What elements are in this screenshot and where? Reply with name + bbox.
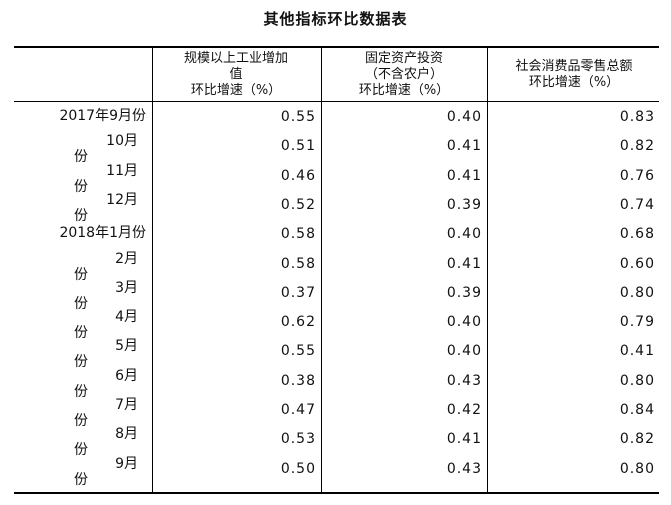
value-cell: 0.68 xyxy=(619,226,655,243)
row-label-month: 9月 xyxy=(115,455,138,472)
column-divider xyxy=(152,46,153,493)
row-label-month: 7月 xyxy=(115,397,138,413)
row-label: 2018年1月份 xyxy=(14,218,150,247)
header-retail-sales: 社会消费品零售总额 环比增速（%） xyxy=(491,50,657,100)
row-label-suffix: 份 xyxy=(74,149,88,166)
value-cell: 0.79 xyxy=(619,314,655,331)
row-label: 5月份 xyxy=(14,335,150,370)
row-label: 2月份 xyxy=(14,248,150,283)
value-cell: 0.41 xyxy=(446,255,482,272)
value-cell: 0.41 xyxy=(446,431,482,448)
value-cell: 0.50 xyxy=(280,460,316,477)
value-cell: 0.80 xyxy=(619,460,655,477)
value-cell: 0.83 xyxy=(619,109,655,125)
row-label: 10月份 xyxy=(14,130,150,165)
header-line: 规模以上工业增加 xyxy=(183,51,288,66)
value-cell: 0.43 xyxy=(446,372,482,389)
row-label-suffix: 份 xyxy=(74,266,88,283)
row-label-month: 8月 xyxy=(115,426,138,443)
header-industrial-value-added: 规模以上工业增加 值 环比增速（%） xyxy=(156,50,316,100)
row-label-month: 3月 xyxy=(115,279,138,296)
row-label-suffix: 份 xyxy=(74,354,88,371)
header-line: 环比增速（%） xyxy=(358,83,450,98)
row-label-suffix: 份 xyxy=(74,207,88,224)
value-cell: 0.43 xyxy=(446,460,482,477)
value-cell: 0.62 xyxy=(280,314,316,331)
value-cell: 0.40 xyxy=(446,314,482,331)
row-label: 8月份 xyxy=(14,423,150,458)
row-label-suffix: 份 xyxy=(74,295,88,312)
value-cell: 0.55 xyxy=(280,109,316,125)
value-cell: 0.46 xyxy=(280,167,316,184)
value-cell: 0.40 xyxy=(446,109,482,125)
value-cell: 0.80 xyxy=(619,372,655,389)
row-label: 3月份 xyxy=(14,277,150,312)
row-label-suffix: 份 xyxy=(74,383,88,400)
top-rule xyxy=(14,46,659,48)
row-label-suffix: 份 xyxy=(74,442,88,459)
value-cell: 0.58 xyxy=(280,226,316,243)
header-rule xyxy=(14,101,659,102)
row-label: 11月份 xyxy=(14,160,150,195)
value-cell: 0.40 xyxy=(446,226,482,243)
value-cell: 0.60 xyxy=(619,255,655,272)
row-label-month: 11月 xyxy=(106,162,138,179)
table-title: 其他指标环比数据表 xyxy=(263,10,408,28)
value-cell: 0.82 xyxy=(619,138,655,155)
value-cell: 0.40 xyxy=(446,343,482,360)
value-cell: 0.37 xyxy=(280,284,316,301)
value-cell: 0.41 xyxy=(619,343,655,360)
value-cell: 0.74 xyxy=(619,196,655,213)
row-label: 9月份 xyxy=(14,453,150,488)
bottom-rule xyxy=(14,492,659,494)
row-label-month: 6月 xyxy=(115,367,138,384)
column-divider xyxy=(321,46,322,493)
value-cell: 0.58 xyxy=(280,255,316,272)
header-line: 社会消费品零售总额 xyxy=(515,59,633,74)
value-cell: 0.55 xyxy=(280,343,316,360)
header-line: （不含农户） xyxy=(364,67,443,82)
row-label-month: 2月 xyxy=(115,250,138,267)
value-cell: 0.53 xyxy=(280,431,316,448)
value-cell: 0.41 xyxy=(446,138,482,155)
header-line: 固定资产投资 xyxy=(364,51,443,66)
row-label-suffix: 份 xyxy=(74,413,88,429)
value-cell: 0.52 xyxy=(280,196,316,213)
row-label-month: 4月 xyxy=(115,309,138,326)
value-cell: 0.51 xyxy=(280,138,316,155)
header-line: 环比增速（%） xyxy=(190,83,282,98)
row-label-month: 2018年1月份 xyxy=(59,225,146,242)
row-label: 12月份 xyxy=(14,189,150,224)
value-cell: 0.41 xyxy=(446,167,482,184)
row-label-suffix: 份 xyxy=(74,325,88,342)
header-line: 环比增速（%） xyxy=(528,75,620,90)
header-line: 值 xyxy=(229,67,243,82)
row-label-month: 12月 xyxy=(106,191,138,208)
row-label-suffix: 份 xyxy=(74,178,88,195)
value-cell: 0.80 xyxy=(619,284,655,301)
value-cell: 0.38 xyxy=(280,372,316,389)
row-label-suffix: 份 xyxy=(74,471,88,488)
row-label: 2017年9月份 xyxy=(14,101,150,130)
value-cell: 0.84 xyxy=(619,402,655,418)
value-cell: 0.76 xyxy=(619,167,655,184)
value-cell: 0.82 xyxy=(619,431,655,448)
row-label-month: 10月 xyxy=(106,133,138,150)
row-label-month: 5月 xyxy=(115,338,138,355)
row-label: 7月份 xyxy=(14,394,150,429)
row-label: 6月份 xyxy=(14,365,150,400)
header-fixed-asset-investment: 固定资产投资 （不含农户） 环比增速（%） xyxy=(325,50,483,100)
value-cell: 0.47 xyxy=(280,402,316,418)
value-cell: 0.39 xyxy=(446,284,482,301)
column-divider xyxy=(487,46,488,493)
value-cell: 0.39 xyxy=(446,196,482,213)
row-label-month: 2017年9月份 xyxy=(59,108,146,124)
value-cell: 0.42 xyxy=(446,402,482,418)
row-label: 4月份 xyxy=(14,306,150,341)
